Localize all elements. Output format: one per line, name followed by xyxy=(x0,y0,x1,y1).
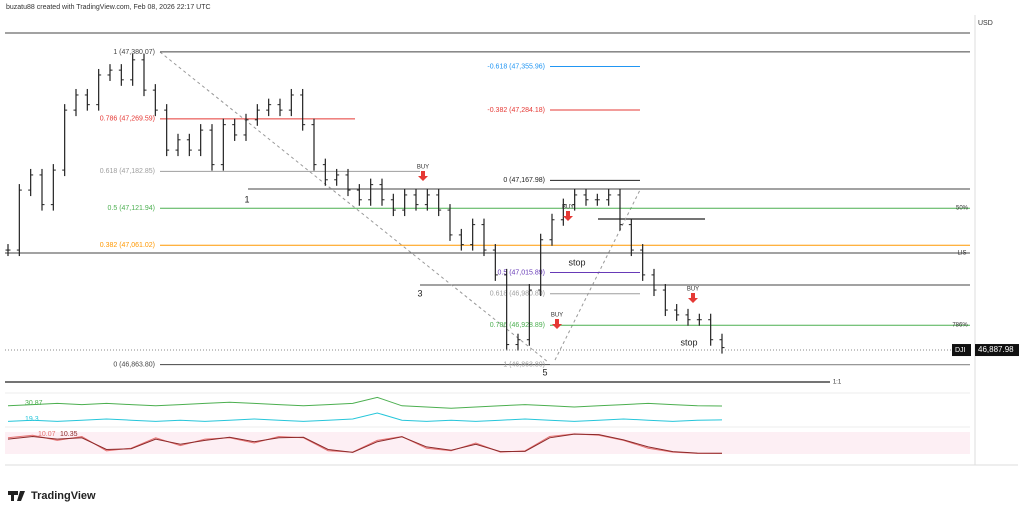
fib-label: 1 (46,863.80) xyxy=(503,362,545,369)
annotation: stop xyxy=(568,257,585,267)
indicator-line xyxy=(7,433,723,454)
osc-band xyxy=(5,432,970,454)
buy-arrow xyxy=(552,319,562,329)
fib-label: -0.382 (47,284.18) xyxy=(487,107,545,114)
indicator-value: 30.87 xyxy=(25,400,43,407)
annotation: 1 xyxy=(244,194,249,204)
fib-label: 0.786 (46,928.89) xyxy=(490,322,545,329)
fib-label: 0.618 (47,182.85) xyxy=(100,168,155,175)
annotation: 5 xyxy=(542,367,547,377)
brand: TradingView xyxy=(31,490,96,502)
annotation: BUY xyxy=(417,165,429,171)
annotation: LIS xyxy=(957,251,966,257)
indicator-value: 10.07 xyxy=(38,431,56,438)
fib-label: 0 (47,167.98) xyxy=(503,177,545,184)
symbol: DJI xyxy=(955,347,966,354)
buy-arrow xyxy=(418,171,428,181)
header: buzatu88 created with TradingView.com, F… xyxy=(6,4,211,11)
indicator-value: 10.35 xyxy=(60,431,78,438)
annotation: BUY xyxy=(687,287,699,293)
buy-arrow xyxy=(563,211,573,221)
annotation: 3 xyxy=(417,288,422,298)
fib-label: 0.5 (47,015.89) xyxy=(498,269,545,276)
buy-arrow xyxy=(688,293,698,303)
currency: USD xyxy=(978,20,993,27)
indicator-line xyxy=(7,396,723,409)
brand-logo xyxy=(8,491,25,501)
annotation: 1:1 xyxy=(833,380,842,386)
fib-label: 1 (47,380.07) xyxy=(113,49,155,56)
annotation: BUY xyxy=(551,313,563,319)
fib-label: -0.618 (47,355.96) xyxy=(487,63,545,70)
indicator-line xyxy=(7,412,723,422)
fib-label: 0 (46,863.80) xyxy=(113,362,155,369)
fib-label: 0.786 (47,269.59) xyxy=(100,116,155,123)
price-tag xyxy=(975,344,1019,357)
last-price: 46,887.98 xyxy=(978,345,1014,354)
fib-trend xyxy=(159,51,549,363)
annotation: BUY xyxy=(562,205,574,211)
fib-label: 0.618 (46,980.80) xyxy=(490,291,545,298)
annotation: 50% xyxy=(956,206,969,212)
annotation: stop xyxy=(680,337,697,347)
indicator-value: 19.3 xyxy=(25,416,39,423)
fib-label: 0.382 (47,061.02) xyxy=(100,242,155,249)
symbol-tag xyxy=(952,344,971,357)
fib-label: 0.5 (47,121.94) xyxy=(108,205,155,212)
annotation: 786% xyxy=(952,323,968,329)
fib-trend xyxy=(554,189,641,361)
